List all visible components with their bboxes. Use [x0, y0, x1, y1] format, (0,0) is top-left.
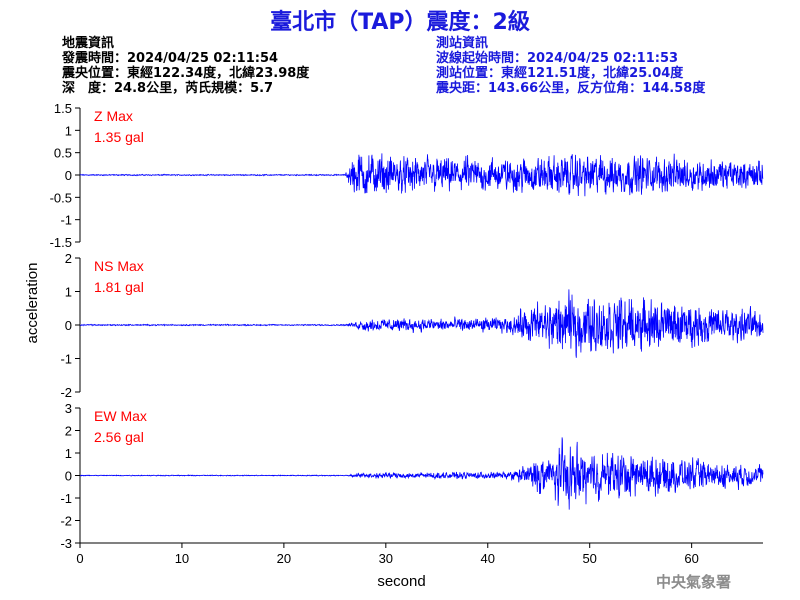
- depth-magnitude: 深 度：24.8公里，芮氏規模：5.7: [62, 81, 274, 96]
- wave-start-time: 波線起始時間：2024/04/25 02:11:53: [436, 51, 679, 66]
- waveform-trace-EW: [79, 437, 764, 510]
- max-value-Z: 1.35 gal: [94, 129, 144, 145]
- y-tick-label-Z: 0: [65, 168, 72, 183]
- waveform-trace-NS: [79, 289, 764, 358]
- y-tick-label-Z: -1: [60, 213, 72, 228]
- x-tick-label: 10: [175, 551, 189, 566]
- page-title: 臺北市（TAP）震度：2級: [270, 10, 530, 35]
- y-tick-label-EW: -2: [60, 514, 72, 529]
- max-label-EW: EW Max: [94, 408, 147, 424]
- earthquake-info-heading: 地震資訊: [62, 36, 115, 51]
- epicenter-location: 震央位置：東經122.34度，北緯23.98度: [62, 66, 310, 81]
- agency-watermark: 中央氣象署: [656, 573, 732, 591]
- x-tick-label: 60: [684, 551, 698, 566]
- y-tick-label-EW: 1: [65, 446, 72, 461]
- y-tick-label-Z: 0.5: [54, 146, 72, 161]
- x-tick-label: 20: [277, 551, 291, 566]
- y-tick-label-EW: 0: [65, 469, 72, 484]
- y-tick-label-EW: -3: [60, 536, 72, 551]
- y-tick-label-EW: 3: [65, 401, 72, 416]
- y-tick-label-Z: -0.5: [50, 190, 72, 205]
- y-tick-label-NS: -2: [60, 385, 72, 400]
- station-info-heading: 測站資訊: [436, 36, 489, 51]
- max-label-Z: Z Max: [94, 108, 133, 124]
- earthquake-info: 地震資訊 發震時間：2024/04/25 02:11:54 震央位置：東經122…: [62, 36, 309, 96]
- y-tick-label-EW: 2: [65, 424, 72, 439]
- x-tick-label: 40: [481, 551, 495, 566]
- station-info: 測站資訊 波線起始時間：2024/04/25 02:11:53 測站位置：東經1…: [436, 36, 705, 96]
- y-tick-label-NS: 2: [65, 251, 72, 266]
- x-tick-label: 50: [582, 551, 596, 566]
- y-axis-label: acceleration: [24, 263, 41, 344]
- x-tick-label: 0: [76, 551, 83, 566]
- max-value-NS: 1.81 gal: [94, 279, 144, 295]
- x-axis-label: second: [377, 573, 425, 590]
- y-tick-label-NS: 0: [65, 318, 72, 333]
- station-location: 測站位置：東經121.51度，北緯25.04度: [436, 66, 684, 81]
- y-tick-label-NS: 1: [65, 285, 72, 300]
- y-tick-label-Z: -1.5: [50, 235, 72, 250]
- y-tick-label-Z: 1: [65, 123, 72, 138]
- origin-time: 發震時間：2024/04/25 02:11:54: [62, 51, 279, 66]
- y-tick-label-EW: -1: [60, 491, 72, 506]
- y-tick-label-NS: -1: [60, 352, 72, 367]
- max-value-EW: 2.56 gal: [94, 429, 144, 445]
- x-tick-label: 30: [379, 551, 393, 566]
- epicentral-distance: 震央距：143.66公里，反方位角：144.58度: [436, 81, 706, 96]
- max-label-NS: NS Max: [94, 258, 144, 274]
- waveform-trace-Z: [79, 153, 764, 197]
- y-tick-label-Z: 1.5: [54, 101, 72, 116]
